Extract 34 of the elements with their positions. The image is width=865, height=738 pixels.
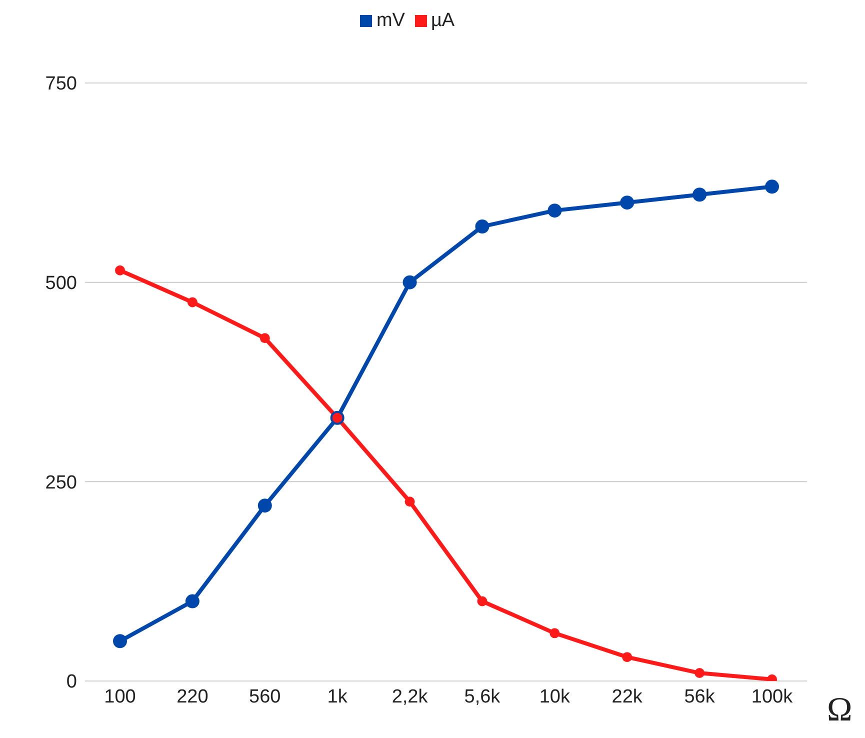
- point: [694, 668, 705, 678]
- legend-label: µA: [430, 10, 455, 31]
- x-tick-label: 10k: [539, 686, 570, 708]
- x-tick-label: 100k: [751, 686, 794, 708]
- y-tick-label: 250: [45, 472, 77, 494]
- point: [258, 498, 272, 513]
- point: [620, 196, 634, 210]
- x-tick-label: 2,2k: [392, 686, 428, 708]
- point: [115, 265, 125, 276]
- point: [477, 596, 488, 606]
- point: [187, 297, 198, 308]
- y-tick-label: 500: [45, 273, 77, 294]
- x-tick-label: 56k: [684, 686, 716, 708]
- x-tick-label: 22k: [612, 686, 643, 708]
- x-tick-label: 1k: [327, 686, 348, 708]
- point: [185, 594, 200, 608]
- y-tick-label: 750: [45, 74, 77, 95]
- x-tick-label: 560: [249, 686, 281, 708]
- point: [113, 634, 127, 648]
- legend-label: mV: [376, 10, 405, 31]
- point: [548, 204, 562, 218]
- point: [692, 188, 707, 202]
- point: [550, 628, 560, 638]
- x-tick-label: 100: [104, 686, 136, 708]
- point: [402, 275, 417, 290]
- point: [765, 180, 779, 194]
- point: [404, 496, 415, 507]
- x-tick-label: 5,6k: [464, 686, 501, 708]
- point: [622, 652, 632, 662]
- point: [475, 220, 490, 234]
- x-tick-label: 220: [176, 686, 208, 708]
- x-axis-title: Ω: [827, 692, 852, 729]
- y-tick-label: 0: [66, 672, 77, 693]
- point: [260, 333, 270, 344]
